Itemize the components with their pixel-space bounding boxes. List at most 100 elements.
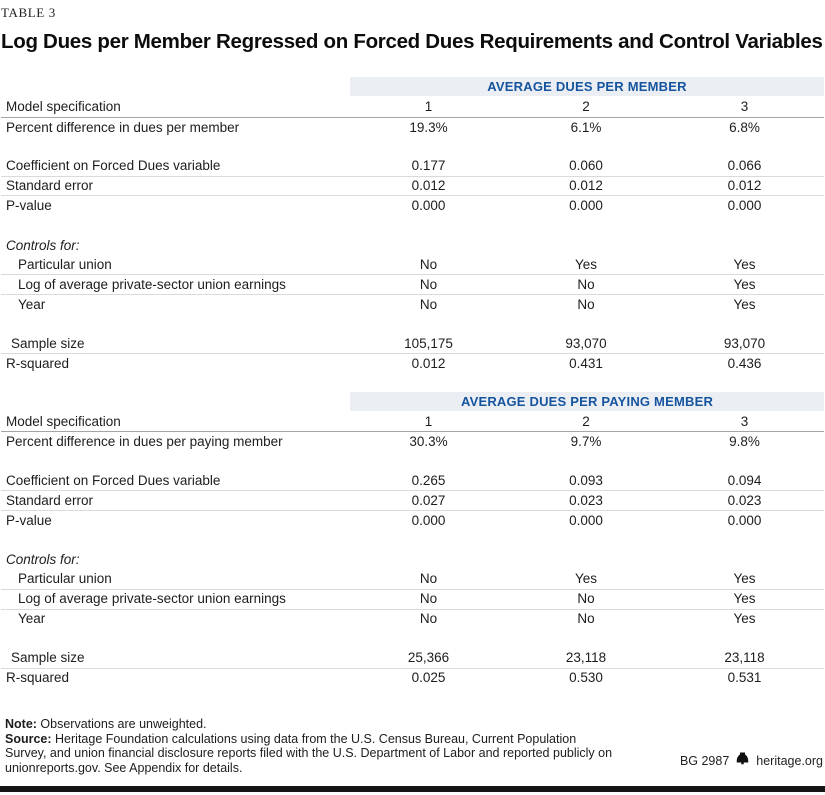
row-label: Log of average private-sector union earn… (18, 276, 286, 292)
cell-value: 0.531 (727, 670, 762, 686)
cell-value: 0.000 (411, 512, 446, 528)
cell-value: 0.012 (411, 178, 446, 194)
row-label: Standard error (6, 178, 94, 194)
spacer-row (1, 629, 824, 649)
row-label: Model specification (6, 413, 121, 429)
cell-value: 0.012 (569, 178, 603, 194)
spacer-row (1, 137, 824, 157)
footnotes: Note: Observations are unweighted. Sourc… (1, 717, 824, 775)
cell-value: 0.265 (411, 473, 446, 489)
source-line: Source: Heritage Foundation calculations… (1, 732, 621, 776)
section-average-dues-per-paying-member: AVERAGE DUES PER PAYING MEMBER Model spe… (1, 391, 824, 689)
row-label: P-value (6, 198, 52, 214)
row-label: R-squared (6, 670, 70, 686)
table-row-model-specification: Model specification 1 2 3 (1, 98, 824, 118)
row-label: Year (18, 296, 46, 312)
column-header: 1 (424, 413, 433, 429)
cell-value: 9.8% (729, 434, 760, 450)
column-header: 3 (740, 99, 749, 115)
section-header-spacer (1, 392, 350, 411)
row-label: R-squared (6, 355, 70, 371)
cell-value: 23,118 (724, 650, 765, 666)
table-row-log-earnings: Log of average private-sector union earn… (1, 590, 824, 610)
cell-value: 30.3% (409, 434, 448, 450)
cell-value: 23,118 (565, 650, 607, 666)
table-row-percent-difference: Percent difference in dues per paying me… (1, 432, 824, 452)
cell-value: 6.8% (729, 119, 760, 135)
section-header: AVERAGE DUES PER PAYING MEMBER (350, 391, 824, 411)
cell-value: 93,070 (565, 335, 607, 351)
table-row-sample-size: Sample size 25,366 23,118 23,118 (1, 649, 824, 669)
cell-value: 0.094 (727, 473, 762, 489)
liberty-bell-icon (735, 752, 750, 769)
table-row-coefficient: Coefficient on Forced Dues variable 0.17… (1, 157, 824, 177)
cell-value: No (419, 276, 438, 292)
cell-value: Yes (733, 611, 756, 627)
cell-value: 9.7% (570, 434, 602, 450)
cell-value: 0.530 (569, 670, 603, 686)
section-header-row: AVERAGE DUES PER MEMBER (1, 77, 824, 96)
cell-value: 0.000 (727, 512, 762, 528)
cell-value: 0.012 (727, 178, 762, 194)
cell-value: No (577, 296, 595, 312)
table-row-controls-for: Controls for: (1, 550, 824, 570)
spacer-row (1, 216, 824, 236)
cell-value: 0.012 (411, 355, 446, 371)
table-label: TABLE 3 (1, 5, 56, 20)
row-label: Model specification (6, 99, 121, 115)
row-label: Controls for: (6, 552, 80, 568)
source-text: Heritage Foundation calculations using d… (5, 731, 613, 775)
row-label: P-value (6, 512, 52, 528)
cell-value: 0.025 (411, 670, 446, 686)
cell-value: No (419, 571, 438, 587)
cell-value: Yes (733, 591, 756, 607)
section-header-spacer (1, 77, 350, 96)
cell-value: 0.066 (727, 158, 762, 174)
cell-value: 0.000 (727, 198, 762, 214)
cell-value: No (577, 591, 595, 607)
note-line: Note: Observations are unweighted. (1, 717, 824, 732)
row-label: Particular union (18, 256, 112, 272)
cell-value: 25,366 (407, 650, 450, 666)
cell-value: 0.000 (411, 198, 446, 214)
cell-value: 6.1% (570, 119, 602, 135)
cell-value: 0.431 (569, 355, 603, 371)
table-row-p-value: P-value 0.000 0.000 0.000 (1, 196, 824, 216)
table-row-p-value: P-value 0.000 0.000 0.000 (1, 511, 824, 531)
spacer-row (1, 452, 824, 472)
site-name: heritage.org (756, 753, 823, 768)
row-label: Coefficient on Forced Dues variable (6, 158, 221, 174)
cell-value: 0.093 (569, 473, 603, 489)
note-text: Observations are unweighted. (36, 717, 207, 732)
cell-value: 0.023 (727, 492, 762, 508)
column-header: 2 (582, 99, 590, 115)
document-credit: BG 2987 heritage.org (680, 752, 823, 769)
note-label: Note: (5, 717, 37, 732)
bottom-rule-bar (0, 786, 825, 792)
cell-value: Yes (733, 571, 756, 587)
cell-value: No (577, 276, 595, 292)
table-row-year: Year No No Yes (1, 295, 824, 315)
page-title: Log Dues per Member Regressed on Forced … (1, 30, 823, 53)
table-row-r-squared: R-squared 0.025 0.530 0.531 (1, 669, 824, 689)
table-row-particular-union: Particular union No Yes Yes (1, 570, 824, 590)
cell-value: 0.436 (727, 355, 762, 371)
cell-value: 0.023 (569, 492, 603, 508)
table-row-r-squared: R-squared 0.012 0.431 0.436 (1, 354, 824, 374)
table-row-log-earnings: Log of average private-sector union earn… (1, 275, 824, 295)
cell-value: No (419, 256, 438, 272)
section-header: AVERAGE DUES PER MEMBER (350, 77, 824, 96)
row-label: Controls for: (6, 237, 80, 253)
table-row-standard-error: Standard error 0.012 0.012 0.012 (1, 177, 824, 197)
table-row-percent-difference: Percent difference in dues per member 19… (1, 118, 824, 138)
spacer-row (1, 315, 824, 335)
cell-value: Yes (733, 276, 756, 292)
spacer-row (1, 531, 824, 551)
section-average-dues-per-member: AVERAGE DUES PER MEMBER Model specificat… (1, 77, 824, 374)
cell-value: 105,175 (404, 335, 453, 351)
cell-value: 93,070 (723, 335, 766, 351)
cell-value: No (577, 611, 595, 627)
cell-value: 0.027 (411, 492, 446, 508)
cell-value: 0.000 (569, 512, 603, 528)
table-row-particular-union: Particular union No Yes Yes (1, 256, 824, 276)
